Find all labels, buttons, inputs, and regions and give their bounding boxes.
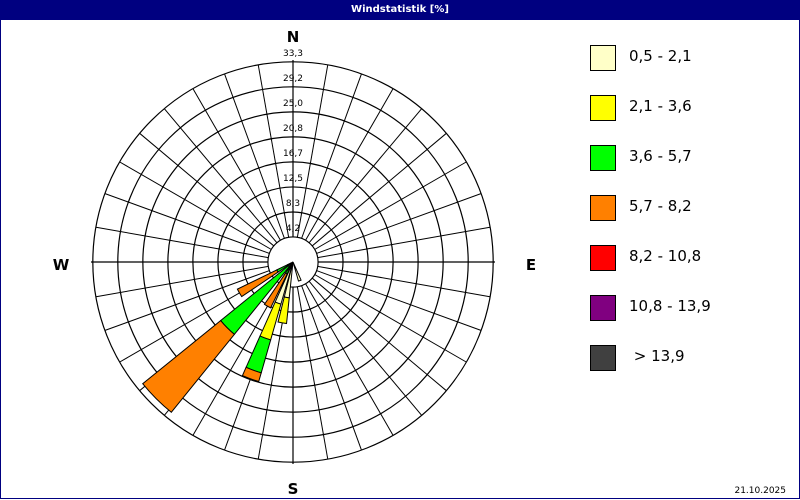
spoke-340 — [224, 73, 285, 239]
spoke-350 — [257, 64, 290, 238]
spoke-300 — [119, 161, 272, 250]
chart-title: Windstatistik [%] — [0, 0, 800, 20]
legend-swatch — [590, 95, 616, 121]
ring-label: 33,3 — [283, 49, 303, 59]
legend-label: 10,8 - 13,9 — [629, 297, 711, 315]
spoke-290 — [104, 193, 270, 254]
compass-label-N: N — [287, 28, 300, 46]
spoke-330 — [192, 88, 281, 241]
spoke-10 — [296, 64, 329, 238]
legend-swatch — [590, 145, 616, 171]
ring-label: 12,5 — [283, 174, 303, 184]
legend-label: 3,6 - 5,7 — [629, 147, 692, 165]
spoke-250 — [104, 270, 270, 331]
ring-label: 25,0 — [283, 99, 303, 109]
legend-label: 8,2 - 10,8 — [629, 247, 702, 265]
ring-label: 16,7 — [283, 149, 303, 159]
ring-label: 29,2 — [283, 74, 303, 84]
spoke-130 — [311, 277, 447, 391]
spoke-30 — [305, 88, 394, 241]
spoke-150 — [305, 283, 394, 436]
legend-swatch — [590, 245, 616, 271]
spoke-80 — [317, 226, 491, 259]
legend-label: 0,5 - 2,1 — [629, 47, 692, 65]
spoke-210 — [192, 283, 281, 436]
bar-segment-200-class-3 — [245, 335, 272, 374]
spoke-20 — [301, 73, 362, 239]
legend-label: 2,1 - 3,6 — [629, 97, 692, 115]
spoke-260 — [95, 265, 269, 298]
bar-segment-200-class-4 — [241, 366, 262, 383]
spoke-320 — [164, 108, 278, 244]
bar-segment-240-class-4 — [236, 269, 279, 298]
legend-label: > 13,9 — [629, 347, 685, 365]
legend-swatch — [590, 345, 616, 371]
bar-segment-225-class-4 — [142, 319, 236, 413]
spoke-100 — [317, 265, 491, 298]
legend-swatch — [590, 295, 616, 321]
ring-label: 4,2 — [286, 224, 300, 234]
legend-label: 5,7 - 8,2 — [629, 197, 692, 215]
compass-label-E: E — [526, 256, 536, 274]
spoke-60 — [314, 161, 467, 250]
legend-swatch — [590, 195, 616, 221]
spoke-280 — [95, 226, 269, 259]
ring-label: 8,3 — [286, 199, 300, 209]
spoke-110 — [316, 270, 482, 331]
bar-segment-160-class-1 — [292, 261, 302, 282]
spoke-50 — [311, 133, 447, 247]
compass-label-S: S — [288, 480, 299, 498]
bar-segment-190-class-2 — [277, 296, 290, 325]
spoke-120 — [314, 274, 467, 363]
spoke-170 — [296, 286, 329, 460]
ring-label: 20,8 — [283, 124, 303, 134]
compass-label-W: W — [53, 256, 70, 274]
legend-swatch — [590, 45, 616, 71]
spoke-160 — [301, 285, 362, 451]
spoke-70 — [316, 193, 482, 254]
bar-segment-210-class-4 — [263, 272, 288, 309]
date-label: 21.10.2025 — [734, 486, 786, 496]
spoke-310 — [139, 133, 275, 247]
spoke-140 — [308, 280, 422, 416]
spoke-40 — [308, 108, 422, 244]
